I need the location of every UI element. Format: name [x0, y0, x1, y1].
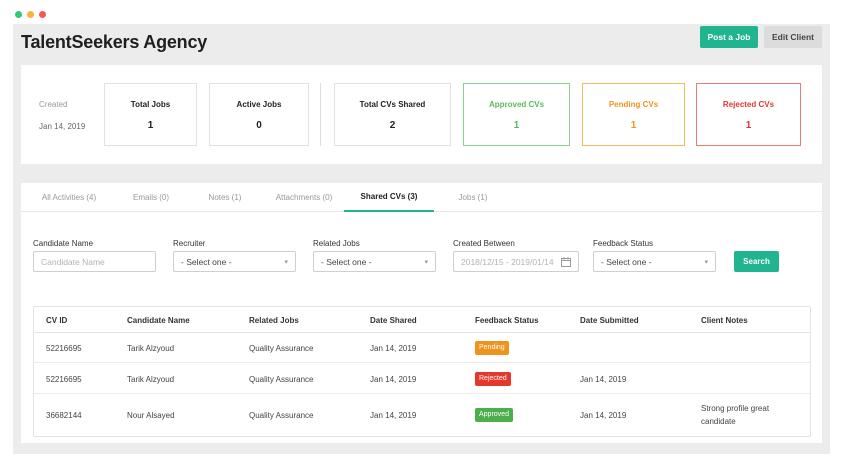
cell-related-job[interactable]: Quality Assurance — [249, 344, 314, 353]
window-dot-red[interactable] — [39, 11, 46, 18]
related-jobs-label: Related Jobs — [313, 239, 360, 248]
stat-value: 0 — [256, 120, 262, 131]
cell-date-submitted: Jan 14, 2019 — [580, 375, 627, 384]
app-window: TalentSeekers Agency Post a Job Edit Cli… — [13, 24, 830, 454]
stat-value: 1 — [630, 120, 637, 131]
created-date: Jan 14, 2019 — [39, 122, 86, 131]
column-header[interactable]: Date Shared — [370, 316, 417, 325]
chevron-down-icon: ▾ — [424, 258, 428, 266]
column-header[interactable]: Feedback Status — [475, 316, 539, 325]
stats-panel: Created Jan 14, 2019 Total Jobs 1 Active… — [21, 65, 822, 164]
table-row[interactable]: 36682144 Nour Alsayed Quality Assurance … — [34, 394, 810, 436]
window-controls — [15, 11, 46, 18]
chevron-down-icon: ▾ — [704, 258, 708, 266]
table-header: CV ID Candidate Name Related Jobs Date S… — [34, 307, 810, 333]
status-badge: Approved — [475, 408, 513, 422]
feedback-status-select[interactable]: - Select one - ▾ — [593, 251, 716, 272]
tab-shared-cvs[interactable]: Shared CVs (3) — [344, 183, 434, 212]
stat-label: Pending CVs — [608, 100, 659, 109]
stat-value: 1 — [513, 120, 520, 131]
search-button[interactable]: Search — [734, 251, 779, 272]
cell-date-shared: Jan 14, 2019 — [370, 375, 417, 384]
column-header[interactable]: Date Submitted — [580, 316, 639, 325]
post-job-button[interactable]: Post a Job — [700, 26, 758, 48]
tab-bar: All Activities (4) Emails (0) Notes (1) … — [21, 183, 822, 212]
recruiter-select-value: - Select one - — [181, 256, 232, 267]
date-range-value: 2018/12/15 - 2019/01/14 — [461, 256, 554, 267]
feedback-status-select-value: - Select one - — [601, 256, 652, 267]
column-header[interactable]: Related Jobs — [249, 316, 299, 325]
cell-date-submitted: Jan 14, 2019 — [580, 411, 627, 420]
tab-attachments[interactable]: Attachments (0) — [275, 193, 333, 202]
recruiter-select[interactable]: - Select one - ▾ — [173, 251, 296, 272]
window-dot-yellow[interactable] — [27, 11, 34, 18]
cell-candidate-name[interactable]: Nour Alsayed — [127, 411, 175, 420]
candidate-name-label: Candidate Name — [33, 239, 94, 248]
cell-date-shared: Jan 14, 2019 — [370, 344, 417, 353]
shared-cvs-table: CV ID Candidate Name Related Jobs Date S… — [33, 306, 811, 437]
column-header[interactable]: Client Notes — [701, 316, 748, 325]
stat-value: 1 — [745, 120, 752, 131]
stat-label: Total CVs Shared — [359, 100, 426, 109]
cell-cv-id: 36682144 — [46, 411, 82, 420]
tab-notes[interactable]: Notes (1) — [208, 193, 242, 202]
stat-label: Rejected CVs — [722, 100, 775, 109]
column-header[interactable]: CV ID — [46, 316, 68, 325]
window-dot-green[interactable] — [15, 11, 22, 18]
feedback-status-label: Feedback Status — [593, 239, 654, 248]
stat-card-active-jobs: Active Jobs 0 — [209, 83, 309, 146]
cell-cv-id: 52216695 — [46, 344, 82, 353]
stat-value: 2 — [389, 120, 396, 131]
activities-panel: All Activities (4) Emails (0) Notes (1) … — [21, 183, 822, 443]
stat-card-total-jobs: Total Jobs 1 — [104, 83, 197, 146]
cell-related-job[interactable]: Quality Assurance — [249, 375, 314, 384]
calendar-icon[interactable] — [561, 256, 571, 267]
status-badge: Pending — [475, 341, 509, 355]
stat-label: Approved CVs — [488, 100, 545, 109]
edit-client-button[interactable]: Edit Client — [764, 26, 822, 48]
tab-all-activities[interactable]: All Activities (4) — [41, 193, 97, 202]
related-jobs-select[interactable]: - Select one - ▾ — [313, 251, 436, 272]
table-row[interactable]: 52216695 Tarik Alzyoud Quality Assurance… — [34, 363, 810, 394]
created-between-label: Created Between — [453, 239, 515, 248]
cell-related-job[interactable]: Quality Assurance — [249, 411, 314, 420]
status-badge: Rejected — [475, 372, 511, 386]
cell-date-shared: Jan 14, 2019 — [370, 411, 417, 420]
candidate-name-input[interactable] — [33, 251, 156, 272]
related-jobs-select-value: - Select one - — [321, 256, 372, 267]
cell-cv-id: 52216695 — [46, 375, 82, 384]
stat-value: 1 — [147, 120, 154, 131]
cell-candidate-name[interactable]: Tarik Alzyoud — [127, 375, 175, 384]
cell-client-notes: Strong profile great candidate — [701, 404, 770, 426]
tab-jobs[interactable]: Jobs (1) — [458, 193, 488, 202]
stat-label: Active Jobs — [236, 100, 282, 109]
cell-candidate-name[interactable]: Tarik Alzyoud — [127, 344, 175, 353]
recruiter-label: Recruiter — [173, 239, 206, 248]
table-row[interactable]: 52216695 Tarik Alzyoud Quality Assurance… — [34, 333, 810, 363]
stat-label: Total Jobs — [130, 100, 171, 109]
stat-card-pending-cvs[interactable]: Pending CVs 1 — [582, 83, 685, 146]
date-range-input[interactable]: 2018/12/15 - 2019/01/14 — [453, 251, 579, 272]
stats-divider — [320, 83, 321, 146]
stat-card-rejected-cvs[interactable]: Rejected CVs 1 — [696, 83, 801, 146]
created-label: Created — [39, 100, 68, 109]
stat-card-total-cvs: Total CVs Shared 2 — [334, 83, 451, 146]
column-header[interactable]: Candidate Name — [127, 316, 190, 325]
page-title: TalentSeekers Agency — [21, 32, 208, 52]
stat-card-approved-cvs[interactable]: Approved CVs 1 — [463, 83, 570, 146]
chevron-down-icon: ▾ — [284, 258, 288, 266]
tab-emails[interactable]: Emails (0) — [132, 193, 169, 202]
